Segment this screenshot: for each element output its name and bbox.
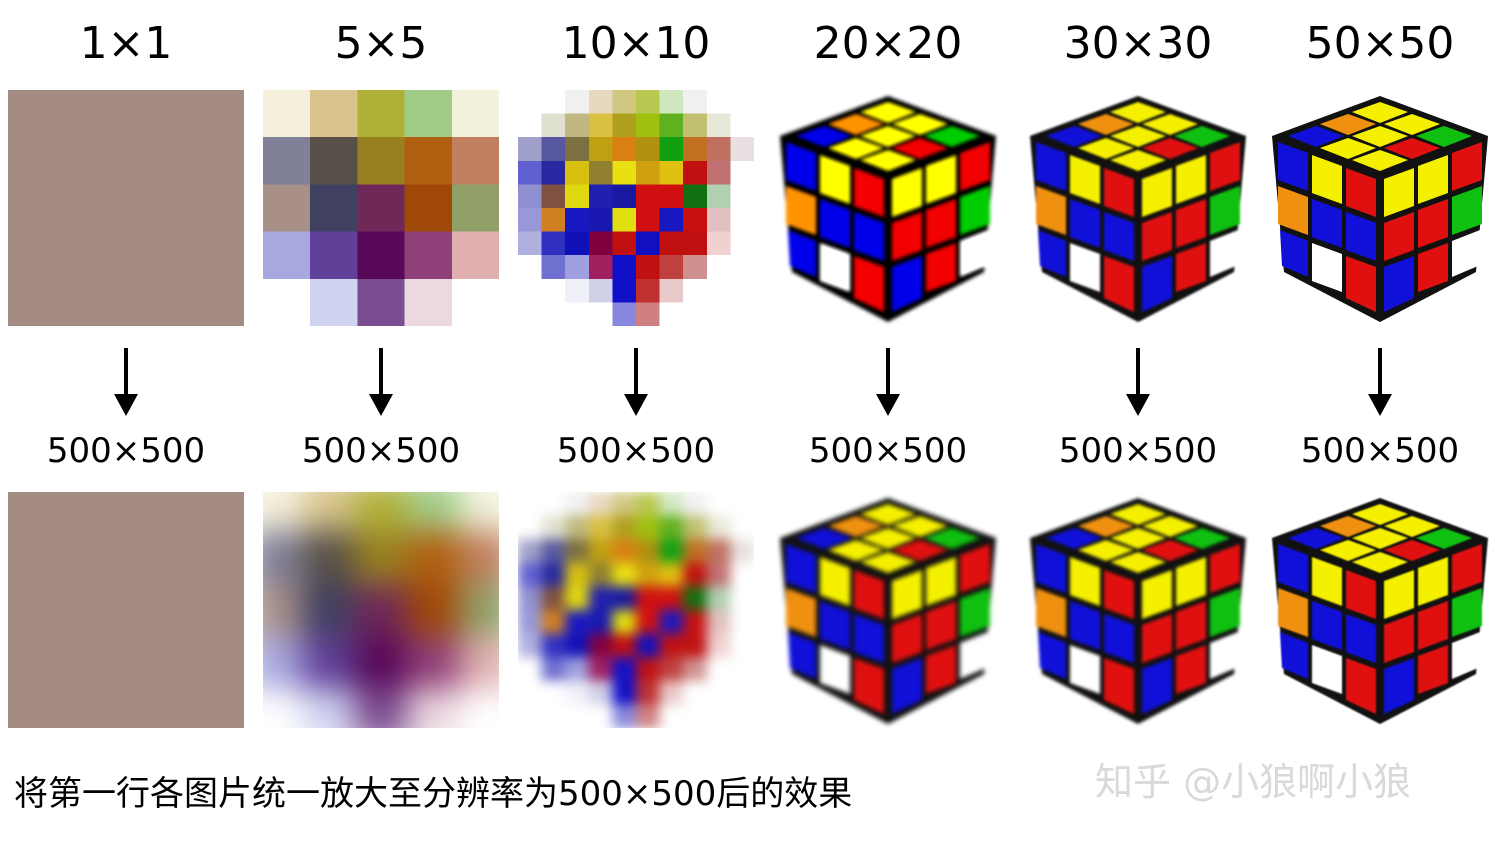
upscale-label: 500×500 [46, 431, 206, 471]
down-arrow-icon [624, 348, 648, 418]
resolution-label: 50×50 [1305, 18, 1455, 69]
upscale-label: 500×500 [1058, 431, 1218, 471]
resolution-label: 5×5 [334, 18, 428, 69]
upscale-label: 500×500 [1300, 431, 1460, 471]
down-arrow-icon [1368, 348, 1392, 418]
upscaled-image [770, 492, 1006, 728]
column-50x50: 50×50 500×500 [1262, 0, 1497, 740]
down-arrow-icon [369, 348, 393, 418]
upscaled-image [518, 492, 754, 728]
down-arrow-icon [1126, 348, 1150, 418]
column-10x10: 10×10 500×500 [518, 0, 754, 740]
upscale-label: 500×500 [301, 431, 461, 471]
figure-caption: 将第一行各图片统一放大至分辨率为500×500后的效果 [14, 774, 853, 814]
low-res-image [518, 90, 754, 326]
column-20x20: 20×20 500×500 [770, 0, 1006, 740]
low-res-image [263, 90, 499, 326]
resolution-label: 10×10 [561, 18, 711, 69]
low-res-image [770, 90, 1006, 326]
resolution-label: 20×20 [813, 18, 963, 69]
upscaled-image [8, 492, 244, 728]
column-30x30: 30×30 500×500 [1020, 0, 1256, 740]
resolution-label: 30×30 [1063, 18, 1213, 69]
low-res-image [1020, 90, 1256, 326]
down-arrow-icon [876, 348, 900, 418]
column-1x1: 1×1 500×500 [8, 0, 244, 740]
low-res-image [8, 90, 244, 326]
column-5x5: 5×5 500×500 [263, 0, 499, 740]
low-res-image [1262, 90, 1497, 326]
resolution-label: 1×1 [79, 18, 173, 69]
upscale-label: 500×500 [556, 431, 716, 471]
upscaled-image [1262, 492, 1497, 728]
watermark: 知乎 @小狼啊小狼 [1095, 760, 1412, 804]
upscaled-image [1020, 492, 1256, 728]
down-arrow-icon [114, 348, 138, 418]
upscaled-image [263, 492, 499, 728]
upscale-label: 500×500 [808, 431, 968, 471]
